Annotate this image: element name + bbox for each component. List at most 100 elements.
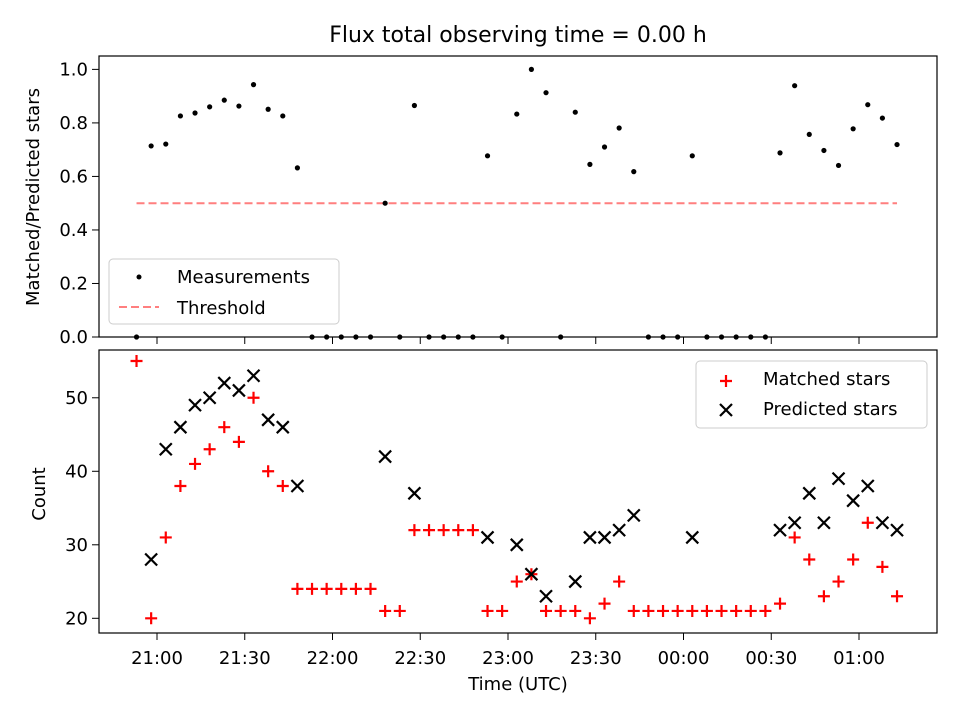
- measurement-point: [645, 334, 652, 340]
- measurement-point: [338, 334, 344, 340]
- matched-star-point: [715, 604, 728, 617]
- measurement-point: [236, 103, 242, 109]
- measurement-point: [587, 161, 593, 167]
- measurement-point: [558, 334, 564, 340]
- ratio-marks: [133, 66, 900, 340]
- predicted-star-point: [261, 413, 275, 427]
- matched-star-point: [627, 604, 640, 617]
- count-y-tick-label: 40: [65, 461, 88, 482]
- count-x-tick-label: 00:30: [745, 648, 797, 669]
- count-x-axis: 21:00 21:30 22:00 22:30 23:00 23:30 00:00 00:30…: [131, 633, 885, 669]
- measurement-point: [850, 126, 856, 132]
- predicted-star-point: [246, 368, 261, 383]
- matched-star-point: [189, 457, 202, 470]
- matched-star-point: [437, 524, 450, 537]
- measurement-point: [528, 66, 535, 72]
- predicted-star-point: [158, 442, 173, 457]
- predicted-star-point: [568, 574, 583, 589]
- predicted-star-point: [846, 493, 860, 508]
- matched-star-point: [642, 604, 655, 617]
- measurement-point: [865, 102, 871, 108]
- measurement-point: [470, 334, 476, 340]
- measurement-point: [792, 83, 798, 89]
- matched-star-point: [423, 524, 436, 537]
- predicted-star-point: [144, 552, 158, 567]
- count-panel: 20 30 40 50 21:00 21:30 22:00 22:30 23:00 23:30 0…: [29, 349, 938, 695]
- predicted-star-point: [773, 523, 787, 537]
- count-x-tick-label: 23:30: [570, 648, 622, 669]
- measurement-point: [879, 115, 886, 121]
- matched-star-point: [335, 582, 348, 595]
- matched-star-point: [832, 575, 845, 588]
- matched-star-point: [803, 553, 816, 566]
- measurement-point: [806, 131, 812, 138]
- predicted-star-point: [685, 530, 700, 545]
- predicted-star-point: [583, 530, 597, 545]
- matched-star-point: [861, 516, 874, 529]
- predicted-star-point: [802, 486, 817, 501]
- measurement-point: [733, 334, 739, 340]
- count-y-tick-label: 20: [65, 608, 88, 629]
- measurement-point: [835, 162, 842, 169]
- matched-star-point: [349, 582, 362, 595]
- count-x-tick-label: 22:30: [394, 648, 446, 669]
- measurement-point: [221, 97, 227, 103]
- matched-star-point: [379, 604, 392, 617]
- predicted-star-point: [831, 471, 846, 486]
- measurement-point: [514, 111, 520, 117]
- matched-star-point: [788, 531, 801, 544]
- measurement-point: [616, 125, 622, 131]
- matched-star-point: [569, 604, 582, 617]
- predicted-star-point: [407, 486, 422, 501]
- predicted-star-point: [626, 508, 641, 523]
- matched-stars-legend-label: Matched stars: [763, 369, 890, 390]
- measurement-point: [280, 113, 286, 119]
- matched-star-point: [554, 604, 567, 617]
- matched-star-point: [847, 553, 860, 566]
- measurement-point: [353, 334, 359, 340]
- matched-star-point: [510, 575, 523, 588]
- measurement-point: [148, 143, 154, 149]
- measurement-point: [689, 153, 695, 159]
- ratio-y-tick-label: 0.4: [59, 220, 88, 241]
- measurement-point: [265, 106, 271, 112]
- predicted-star-point: [275, 420, 290, 434]
- matched-star-point: [540, 604, 553, 617]
- matched-star-point: [203, 443, 216, 456]
- matched-star-point: [598, 597, 611, 610]
- ratio-x-axis: [156, 337, 860, 344]
- matched-star-point: [145, 612, 158, 625]
- matched-star-point: [730, 604, 743, 617]
- count-y-axis: 20 30 40 50: [65, 388, 99, 629]
- predicted-star-point: [890, 523, 904, 537]
- measurement-point: [499, 334, 505, 340]
- measurement-point: [382, 200, 388, 206]
- measurement-point: [455, 334, 461, 340]
- matched-star-point: [671, 604, 684, 617]
- matched-star-point: [159, 531, 172, 544]
- matched-star-point: [686, 604, 699, 617]
- count-marks: [130, 355, 904, 625]
- matched-star-point: [481, 604, 494, 617]
- matched-star-point: [744, 604, 757, 617]
- predicted-star-point: [290, 479, 305, 493]
- count-x-tick-label: 21:30: [219, 648, 271, 669]
- measurement-point: [748, 334, 754, 340]
- ratio-y-tick-label: 0.8: [59, 113, 88, 134]
- measurement-point: [762, 334, 769, 340]
- predicted-star-point: [378, 449, 392, 464]
- measurements-legend-marker: [136, 274, 142, 280]
- chart-title: Flux total observing time = 0.00 h: [329, 23, 707, 48]
- ratio-plot-frame: [98, 55, 938, 338]
- measurement-point: [250, 82, 257, 88]
- measurement-point: [309, 334, 315, 340]
- matched-star-point: [408, 524, 421, 537]
- predicted-star-point: [817, 515, 831, 530]
- predicted-star-point: [612, 523, 626, 537]
- ratio-y-tick-label: 0.2: [59, 273, 88, 294]
- measurement-point: [441, 334, 447, 340]
- threshold-legend-label: Threshold: [176, 298, 266, 319]
- predicted-star-point: [188, 398, 202, 412]
- measurement-point: [324, 334, 330, 340]
- matched-star-point: [876, 560, 889, 573]
